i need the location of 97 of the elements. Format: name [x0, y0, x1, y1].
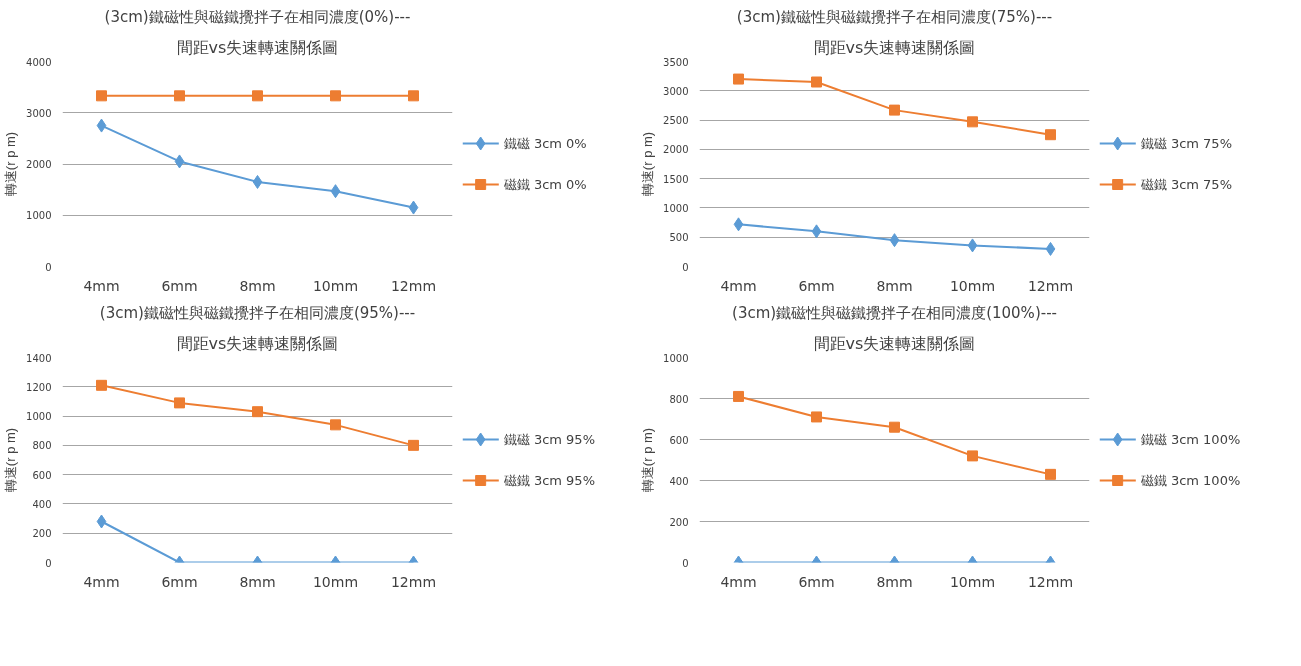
x-tick-label: 8mm: [239, 277, 276, 294]
y-tick-label: 2000: [663, 144, 689, 156]
y-tick-label: 2500: [663, 115, 689, 127]
point: [408, 90, 419, 102]
x-tick-label: 12mm: [1027, 573, 1074, 590]
y-tick-label: 600: [669, 434, 689, 446]
y-tick-label: 0: [682, 261, 689, 273]
point: [252, 174, 263, 189]
y-tick-label: 200: [32, 528, 52, 540]
x-tick-label: 4mm: [720, 277, 757, 294]
legend-label: 鐵磁 3cm 95%: [503, 432, 595, 447]
point: [330, 419, 341, 431]
x-tick-label: 6mm: [798, 573, 835, 590]
point: [174, 397, 185, 409]
x-tick-label: 8mm: [876, 277, 913, 294]
point: [967, 116, 978, 128]
y-tick-label: 1500: [663, 173, 689, 185]
point: [967, 450, 978, 462]
point: [252, 90, 263, 102]
y-tick-label: 1000: [26, 411, 52, 423]
point: [811, 224, 822, 239]
y-tick-label: 600: [32, 469, 52, 481]
point: [408, 200, 419, 215]
point: [1045, 129, 1056, 141]
point: [174, 90, 185, 102]
y-tick-label: 200: [669, 516, 689, 528]
point: [408, 439, 419, 451]
point: [174, 154, 185, 169]
chart-title: (3cm)鐵磁性與磁鐵攪拌子在相同濃度(100%)---: [732, 303, 1057, 322]
legend-label: 磁鐵 3cm 0%: [502, 177, 587, 192]
legend-label: 鐵磁 3cm 0%: [503, 136, 587, 151]
y-tick-label: 4000: [26, 56, 52, 68]
point: [889, 233, 900, 248]
y-tick-label: 400: [669, 475, 689, 487]
chart-subtitle: 間距vs失速轉速關係圖: [813, 37, 976, 57]
chart-subtitle: 間距vs失速轉速關係圖: [176, 333, 339, 353]
point: [96, 118, 107, 133]
point: [1045, 468, 1056, 480]
legend-label: 磁鐵 3cm 75%: [1139, 177, 1232, 192]
y-tick-label: 1000: [26, 210, 52, 222]
point: [889, 104, 900, 116]
legend-label: 磁鐵 3cm 95%: [502, 473, 595, 488]
point: [967, 238, 978, 253]
x-tick-label: 10mm: [312, 277, 359, 294]
legend-label: 磁鐵 3cm 100%: [1139, 473, 1241, 488]
y-tick-label: 1400: [26, 352, 52, 364]
y-tick-label: 2000: [26, 159, 52, 170]
x-tick-label: 4mm: [83, 573, 120, 590]
y-tick-label: 800: [669, 393, 689, 405]
point: [811, 76, 822, 88]
legend-label: 鐵磁 3cm 100%: [1140, 432, 1241, 447]
x-tick-label: 6mm: [161, 277, 198, 294]
y-tick-label: 500: [669, 232, 689, 244]
x-tick-label: 12mm: [390, 573, 437, 590]
point: [733, 217, 744, 232]
point: [733, 73, 744, 85]
legend-label: 鐵磁 3cm 75%: [1140, 136, 1232, 151]
x-tick-label: 12mm: [1027, 277, 1074, 294]
y-axis-title: 轉速(r p m): [640, 427, 656, 493]
y-tick-label: 0: [45, 557, 52, 569]
chart-subtitle: 間距vs失速轉速關係圖: [813, 333, 976, 353]
y-axis-title: 轉速(r p m): [3, 131, 19, 197]
point: [96, 90, 107, 102]
x-tick-label: 6mm: [161, 573, 198, 590]
x-tick-label: 8mm: [876, 573, 913, 590]
y-tick-label: 1000: [663, 352, 689, 364]
point: [733, 390, 744, 402]
point: [330, 184, 341, 199]
chart-title: (3cm)鐵磁性與磁鐵攪拌子在相同濃度(75%)---: [736, 7, 1053, 26]
point: [252, 406, 263, 418]
x-tick-label: 10mm: [312, 573, 359, 590]
y-axis-title: 轉速(r p m): [640, 131, 656, 197]
y-tick-label: 400: [32, 498, 52, 510]
x-tick-label: 12mm: [390, 277, 437, 294]
y-tick-label: 1000: [663, 202, 689, 214]
point: [889, 421, 900, 433]
y-tick-label: 3000: [663, 85, 689, 97]
point: [811, 411, 822, 423]
x-tick-label: 6mm: [798, 277, 835, 294]
x-tick-label: 10mm: [949, 573, 996, 590]
y-tick-label: 0: [45, 261, 52, 273]
y-tick-label: 3000: [26, 107, 52, 119]
chart-title: (3cm)鐵磁性與磁鐵攪拌子在相同濃度(95%)---: [99, 303, 416, 322]
x-tick-label: 10mm: [949, 277, 996, 294]
chart-subtitle: 間距vs失速轉速關係圖: [176, 37, 339, 57]
y-tick-label: 3500: [663, 56, 689, 68]
chart-title: (3cm)鐵磁性與磁鐵攪拌子在相同濃度(0%)---: [104, 7, 411, 26]
y-tick-label: 1200: [26, 381, 52, 393]
x-tick-label: 4mm: [83, 277, 120, 294]
point: [330, 90, 341, 102]
point: [96, 379, 107, 391]
point: [1045, 241, 1056, 256]
x-tick-label: 4mm: [720, 573, 757, 590]
y-axis-title: 轉速(r p m): [3, 427, 19, 493]
y-tick-label: 800: [32, 440, 52, 452]
y-tick-label: 0: [682, 557, 689, 569]
x-tick-label: 8mm: [239, 573, 276, 590]
